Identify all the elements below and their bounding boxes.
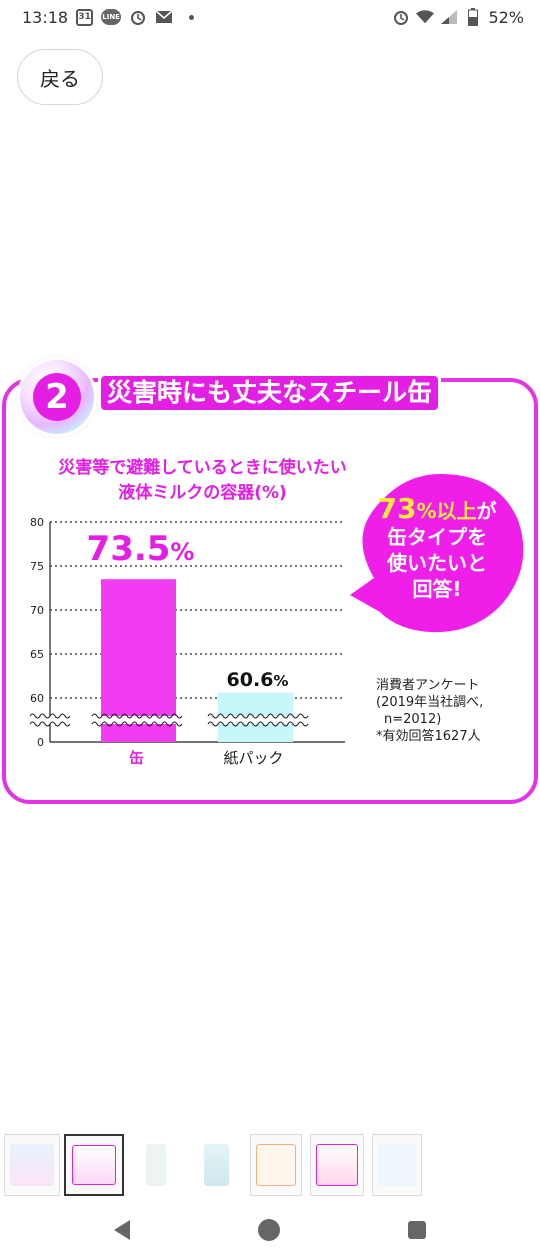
bubble-line-3: 使いたいと xyxy=(387,551,487,575)
nav-home-icon[interactable] xyxy=(258,1219,280,1241)
signal-icon xyxy=(440,8,458,26)
note-line-3: n=2012) xyxy=(384,712,442,727)
notification-dot-icon xyxy=(189,14,195,20)
category-label-1: 缶 xyxy=(129,749,144,767)
navigation-bar xyxy=(0,1200,540,1260)
axis-break-gap xyxy=(92,716,180,724)
axis-break-wave xyxy=(207,713,309,719)
bubble-line-4: 回答! xyxy=(412,577,462,601)
status-time: 13:18 xyxy=(22,7,69,27)
bubble-line-2: 缶タイプを xyxy=(387,525,487,549)
status-bar: 13:18 31 LINE 52% xyxy=(0,0,540,34)
nav-back-icon[interactable] xyxy=(114,1220,130,1240)
y-tick-label: 65 xyxy=(30,648,44,661)
category-label-2: 紙パック xyxy=(223,749,283,767)
y-tick-label: 0 xyxy=(37,736,44,749)
chart-labels: 80 75 70 65 60 0 73.5% 60.6% 缶 紙パック xyxy=(30,516,288,767)
value-label-1: 73.5% xyxy=(87,529,195,569)
battery-icon xyxy=(464,8,482,26)
axis-break-marks xyxy=(29,713,309,727)
calendar-icon: 31 xyxy=(76,8,94,26)
thumbnail-2[interactable] xyxy=(64,1134,124,1196)
mail-icon xyxy=(155,8,173,26)
note-line-2: (2019年当社調べ, xyxy=(376,695,484,710)
alarm-icon xyxy=(129,8,147,26)
bubble-highlight-number: 73 xyxy=(377,492,417,525)
nav-recent-apps-icon[interactable] xyxy=(408,1221,426,1239)
survey-note: 消費者アンケート (2019年当社調べ, n=2012) *有効回答1627人 xyxy=(376,677,526,745)
y-tick-label: 60 xyxy=(30,692,44,705)
value-label-2: 60.6% xyxy=(227,669,289,691)
back-button[interactable]: 戻る xyxy=(17,49,103,105)
note-line-4: *有効回答1627人 xyxy=(376,729,481,744)
battery-percent: 52% xyxy=(488,7,524,27)
alarm-icon xyxy=(392,8,410,26)
thumbnail-7[interactable] xyxy=(372,1134,422,1196)
bubble-line1-tail: が xyxy=(476,499,497,523)
thumbnail-3[interactable] xyxy=(130,1134,182,1196)
axis-break-wave xyxy=(207,721,309,727)
speech-bubble-text: 73%以上が 缶タイプを 使いたいと 回答! xyxy=(352,495,522,602)
y-tick-label: 70 xyxy=(30,604,44,617)
note-line-1: 消費者アンケート xyxy=(376,678,480,693)
card-title: 災害時にも丈夫なスチール缶 xyxy=(93,376,446,410)
axis-break-wave xyxy=(29,721,71,727)
chart-title: 災害等で避難しているときに使いたい 液体ミルクの容器(%) xyxy=(40,456,365,506)
card-title-text: 災害時にも丈夫なスチール缶 xyxy=(101,376,439,410)
thumbnail-4[interactable] xyxy=(190,1134,242,1196)
axis-break-gap xyxy=(30,716,66,724)
axis-break-wave xyxy=(29,713,71,719)
axis-break-wave xyxy=(91,721,183,727)
thumbnail-strip xyxy=(4,1134,536,1196)
axis-break-gap xyxy=(208,716,300,724)
thumbnail-1[interactable] xyxy=(4,1134,60,1196)
line-app-icon: LINE xyxy=(101,9,122,25)
chart-title-line-2: 液体ミルクの容器(%) xyxy=(118,483,287,503)
thumbnail-6[interactable] xyxy=(310,1134,364,1196)
bubble-highlight-rest: %以上 xyxy=(416,499,477,523)
axis-break-wave xyxy=(91,713,183,719)
y-tick-label: 80 xyxy=(30,516,44,529)
thumbnail-5[interactable] xyxy=(250,1134,302,1196)
speech-bubble xyxy=(350,474,524,633)
section-number-badge: 2 xyxy=(20,360,94,434)
wifi-icon xyxy=(416,8,435,26)
chart-title-line-1: 災害等で避難しているときに使いたい xyxy=(58,458,347,478)
section-number: 2 xyxy=(33,373,81,421)
chart-grid xyxy=(49,521,345,743)
y-tick-label: 75 xyxy=(30,560,44,573)
